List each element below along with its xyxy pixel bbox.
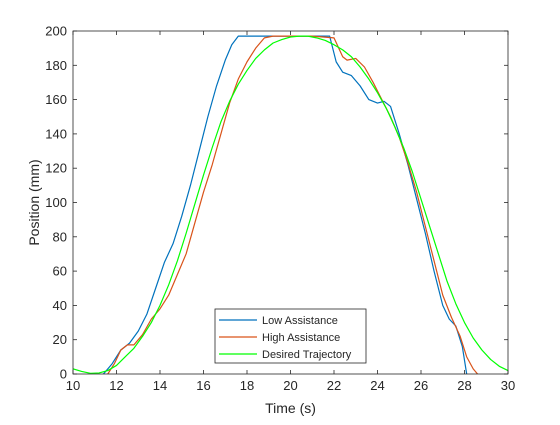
- x-tick-label: 12: [109, 378, 123, 393]
- series-layer: [73, 35, 508, 374]
- series-line-desired-trajectory: [73, 35, 508, 374]
- y-tick-label: 120: [45, 161, 67, 176]
- y-tick-label: 100: [45, 195, 67, 210]
- legend-label: Low Assistance: [262, 315, 338, 327]
- y-tick-label: 80: [53, 229, 67, 244]
- x-axis-label: Time (s): [265, 400, 316, 416]
- ticks-layer: 10 12 14 16 18 20 22 24 26 28 30 0 20 40 60 80 100 120 140…: [45, 24, 515, 394]
- x-tick-label: 24: [370, 378, 384, 393]
- y-tick-label: 0: [60, 367, 67, 382]
- x-tick-label: 30: [501, 378, 515, 393]
- series-line-high-assistance: [107, 35, 479, 374]
- x-tick-label: 14: [153, 378, 167, 393]
- x-tick-label: 18: [240, 378, 254, 393]
- y-tick-label: 180: [45, 58, 67, 73]
- y-tick-label: 60: [53, 264, 67, 279]
- y-tick-label: 20: [53, 332, 67, 347]
- x-tick-label: 26: [414, 378, 428, 393]
- x-tick-label: 20: [283, 378, 297, 393]
- x-tick-label: 10: [66, 378, 80, 393]
- y-axis-label: Position (mm): [26, 159, 42, 245]
- legend-label: High Assistance: [262, 332, 340, 344]
- x-tick-label: 22: [327, 378, 341, 393]
- y-tick-label: 140: [45, 126, 67, 141]
- legend-label: Desired Trajectory: [262, 349, 352, 361]
- legend: Low Assistance High Assistance Desired Tra…: [214, 308, 367, 364]
- x-tick-label: 28: [457, 378, 471, 393]
- y-tick-label: 160: [45, 92, 67, 107]
- x-tick-label: 16: [196, 378, 210, 393]
- y-tick-label: 40: [53, 298, 67, 313]
- y-tick-label: 200: [45, 24, 67, 39]
